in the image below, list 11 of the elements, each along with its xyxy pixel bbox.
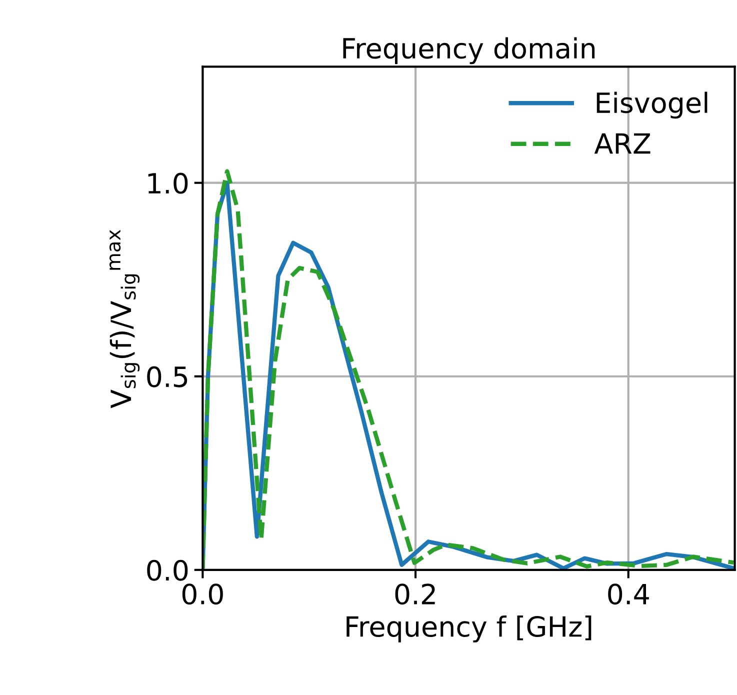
legend-label: ARZ [594,133,650,154]
chart-title: Frequency domain [343,37,595,64]
x-tick-label: 0.4 [608,584,649,605]
y-tick-label: 1.0 [148,172,188,194]
x-tick-label: 0.0 [182,584,223,605]
y-axis-title: V$_{sig}$(f)/V$_{sig}$$^{max}$ [109,230,140,408]
x-tick-label: 0.2 [395,584,435,605]
legend-label: Eisvogel [596,92,708,119]
y-tick-label: 0.0 [147,560,188,581]
x-axis-title: Frequency f [GHz] [346,616,592,642]
y-tick-label: 0.5 [147,366,188,388]
